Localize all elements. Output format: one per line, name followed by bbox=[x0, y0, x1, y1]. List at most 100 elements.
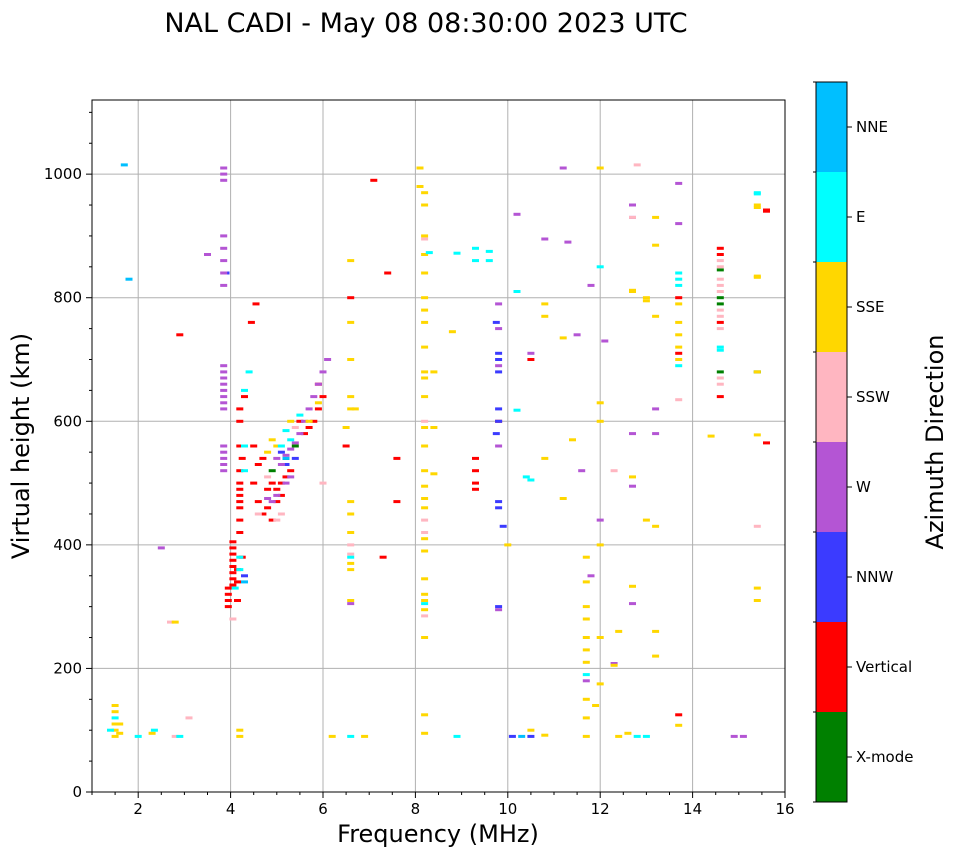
data-point bbox=[716, 395, 724, 399]
data-point bbox=[254, 512, 262, 516]
colorbar-swatches bbox=[816, 82, 847, 802]
data-point bbox=[347, 531, 355, 534]
data-point bbox=[716, 268, 724, 272]
data-point bbox=[596, 636, 604, 639]
data-point bbox=[220, 395, 228, 399]
data-point bbox=[264, 497, 272, 500]
azimuth-colorbar: X-mode Vertical NNW W SSW SSE E NNE bbox=[813, 81, 913, 803]
colorbar-swatch bbox=[816, 712, 847, 802]
colorbar-tick-label: NNE bbox=[856, 118, 888, 136]
data-point bbox=[204, 253, 211, 256]
data-point bbox=[421, 636, 429, 639]
data-point bbox=[245, 370, 253, 374]
data-point bbox=[370, 178, 378, 182]
data-point bbox=[716, 296, 724, 300]
colorbar-swatch bbox=[816, 82, 847, 172]
data-point bbox=[421, 376, 429, 380]
data-point bbox=[495, 500, 503, 504]
data-point bbox=[675, 296, 683, 300]
x-tick-label: 4 bbox=[226, 800, 236, 818]
data-point bbox=[596, 682, 604, 686]
data-point bbox=[252, 302, 260, 306]
data-point bbox=[675, 302, 683, 306]
data-point bbox=[541, 456, 549, 460]
data-point bbox=[324, 358, 332, 361]
data-point bbox=[675, 271, 683, 275]
data-point bbox=[259, 512, 267, 516]
data-point bbox=[453, 251, 461, 255]
data-point bbox=[282, 475, 290, 479]
data-point bbox=[495, 302, 503, 306]
data-point bbox=[716, 348, 724, 352]
data-point bbox=[305, 407, 313, 411]
data-point bbox=[310, 395, 318, 399]
data-point bbox=[430, 426, 438, 429]
data-point bbox=[495, 605, 503, 609]
data-point bbox=[229, 577, 237, 581]
data-point bbox=[642, 296, 650, 300]
data-point bbox=[236, 518, 244, 522]
data-point bbox=[319, 395, 327, 399]
data-point bbox=[495, 419, 503, 423]
data-point bbox=[421, 191, 429, 195]
data-point bbox=[495, 351, 503, 355]
data-point bbox=[111, 728, 119, 732]
data-point bbox=[347, 358, 355, 361]
data-point bbox=[421, 537, 429, 541]
data-point bbox=[629, 602, 636, 606]
colorbar-tick-label: W bbox=[856, 478, 871, 496]
data-point bbox=[430, 370, 438, 374]
data-point bbox=[675, 398, 683, 402]
data-point bbox=[328, 734, 336, 738]
data-point bbox=[610, 469, 618, 473]
data-point bbox=[578, 469, 586, 473]
data-point bbox=[236, 531, 244, 534]
data-point bbox=[150, 728, 158, 732]
data-point bbox=[296, 432, 304, 436]
data-point bbox=[559, 166, 567, 170]
data-point bbox=[220, 444, 228, 448]
data-point bbox=[716, 382, 724, 386]
y-tick-label: 0 bbox=[72, 783, 82, 801]
data-point bbox=[652, 629, 660, 633]
data-point bbox=[541, 733, 549, 737]
data-point bbox=[167, 620, 174, 624]
data-point bbox=[596, 518, 604, 522]
data-point bbox=[238, 456, 246, 460]
data-point bbox=[268, 469, 276, 473]
data-point bbox=[582, 580, 590, 584]
data-point bbox=[241, 388, 248, 392]
data-point bbox=[629, 432, 636, 436]
data-point bbox=[472, 481, 479, 485]
data-point bbox=[601, 339, 609, 343]
data-point bbox=[421, 426, 429, 429]
data-marks bbox=[107, 163, 770, 738]
data-point bbox=[254, 500, 262, 504]
data-point bbox=[347, 500, 355, 504]
data-point bbox=[220, 259, 228, 263]
data-point bbox=[508, 734, 516, 738]
data-point bbox=[716, 290, 724, 293]
data-point bbox=[716, 277, 724, 281]
data-point bbox=[421, 599, 429, 602]
data-point bbox=[652, 243, 660, 247]
data-point bbox=[495, 370, 503, 374]
series-vertical bbox=[176, 178, 770, 717]
data-point bbox=[675, 277, 683, 281]
data-point bbox=[421, 713, 429, 717]
data-point bbox=[241, 469, 248, 473]
data-point bbox=[347, 512, 355, 516]
data-point bbox=[421, 237, 429, 241]
data-point bbox=[495, 327, 503, 331]
data-point bbox=[220, 469, 228, 473]
data-point bbox=[675, 358, 683, 361]
data-point bbox=[264, 475, 272, 479]
x-tick-label: 14 bbox=[683, 800, 702, 818]
data-point bbox=[582, 617, 590, 621]
data-point bbox=[527, 728, 535, 732]
colorbar-tick-label: NNW bbox=[856, 568, 893, 586]
data-point bbox=[421, 608, 429, 612]
data-point bbox=[421, 234, 429, 238]
data-point bbox=[582, 636, 590, 639]
data-point bbox=[629, 484, 636, 488]
